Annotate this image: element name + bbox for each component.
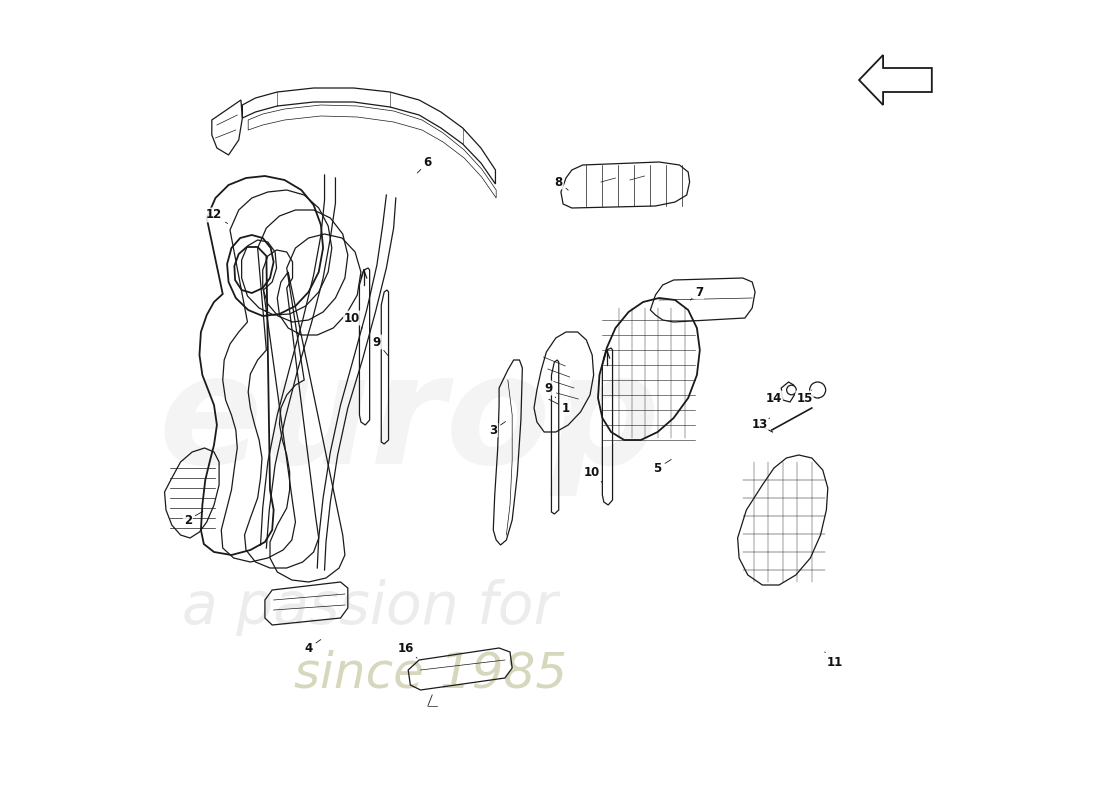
Text: 9: 9 xyxy=(373,335,388,356)
Circle shape xyxy=(810,382,826,398)
Text: 5: 5 xyxy=(653,459,671,474)
Text: 10: 10 xyxy=(344,311,363,328)
Text: 2: 2 xyxy=(184,511,202,526)
Text: 15: 15 xyxy=(796,390,813,405)
Text: since 1985: since 1985 xyxy=(294,650,568,698)
Text: 13: 13 xyxy=(751,418,770,431)
Text: 1: 1 xyxy=(549,399,570,414)
Text: 3: 3 xyxy=(490,422,506,437)
Text: europ: europ xyxy=(158,347,660,496)
Text: 8: 8 xyxy=(554,175,569,190)
Text: 6: 6 xyxy=(417,155,432,173)
Circle shape xyxy=(786,386,796,395)
Text: 16: 16 xyxy=(398,642,417,658)
Text: 9: 9 xyxy=(544,382,556,398)
Polygon shape xyxy=(859,55,932,105)
Text: 7: 7 xyxy=(690,286,703,300)
Text: a passion for: a passion for xyxy=(182,579,558,636)
Text: 12: 12 xyxy=(206,209,228,223)
Text: 14: 14 xyxy=(766,391,782,405)
Text: 4: 4 xyxy=(305,639,321,654)
Text: 10: 10 xyxy=(584,466,603,483)
Text: 11: 11 xyxy=(825,652,844,669)
